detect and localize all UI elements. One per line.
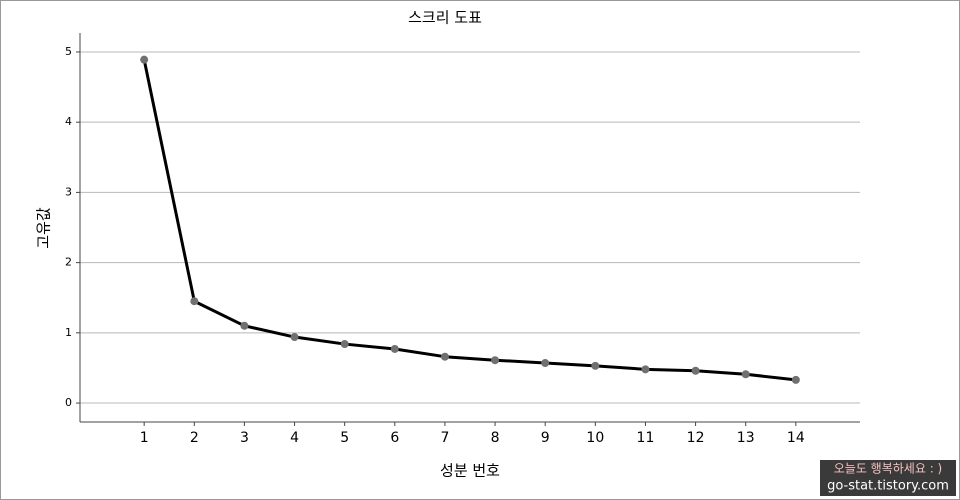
data-point bbox=[741, 370, 750, 379]
x-tick-label: 6 bbox=[390, 430, 399, 446]
x-tick-label: 8 bbox=[491, 430, 500, 446]
y-tick-label: 4 bbox=[65, 115, 72, 128]
data-point bbox=[140, 55, 149, 64]
watermark-line2: go-stat.tistory.com bbox=[827, 479, 949, 494]
data-point bbox=[591, 361, 600, 370]
x-tick-label: 1 bbox=[140, 430, 149, 446]
y-tick-label: 0 bbox=[65, 396, 72, 409]
data-point bbox=[491, 356, 500, 365]
x-tick-label: 12 bbox=[687, 430, 705, 446]
data-point bbox=[791, 375, 800, 384]
series-line bbox=[142, 59, 797, 382]
data-point bbox=[340, 340, 349, 349]
x-tick-label: 13 bbox=[737, 430, 755, 446]
y-tick-label: 2 bbox=[65, 256, 72, 269]
x-tick-label: 11 bbox=[637, 430, 655, 446]
data-point bbox=[290, 333, 299, 342]
data-point bbox=[541, 359, 550, 368]
x-tick-label: 7 bbox=[440, 430, 449, 446]
x-tick-label: 10 bbox=[586, 430, 604, 446]
x-tick-label: 9 bbox=[541, 430, 550, 446]
x-tick-label: 4 bbox=[290, 430, 299, 446]
data-point bbox=[440, 352, 449, 361]
data-point bbox=[190, 297, 199, 306]
x-tick-label: 5 bbox=[340, 430, 349, 446]
data-point bbox=[691, 366, 700, 375]
x-axis-label: 성분 번호 bbox=[440, 462, 500, 480]
x-tick-label: 3 bbox=[240, 430, 249, 446]
data-point bbox=[641, 365, 650, 374]
y-axis-label: 고유값 bbox=[35, 207, 53, 249]
data-point bbox=[390, 344, 399, 353]
data-point bbox=[240, 321, 249, 330]
chart-title: 스크리 도표 bbox=[408, 9, 482, 27]
x-tick-label: 14 bbox=[787, 430, 805, 446]
x-tick-label: 2 bbox=[190, 430, 199, 446]
watermark-line1: 오늘도 행복하세요 : ) bbox=[834, 461, 943, 476]
y-tick-label: 5 bbox=[65, 45, 72, 58]
y-tick-label: 1 bbox=[65, 326, 72, 339]
y-tick-label: 3 bbox=[65, 185, 72, 198]
watermark-box bbox=[820, 460, 956, 496]
